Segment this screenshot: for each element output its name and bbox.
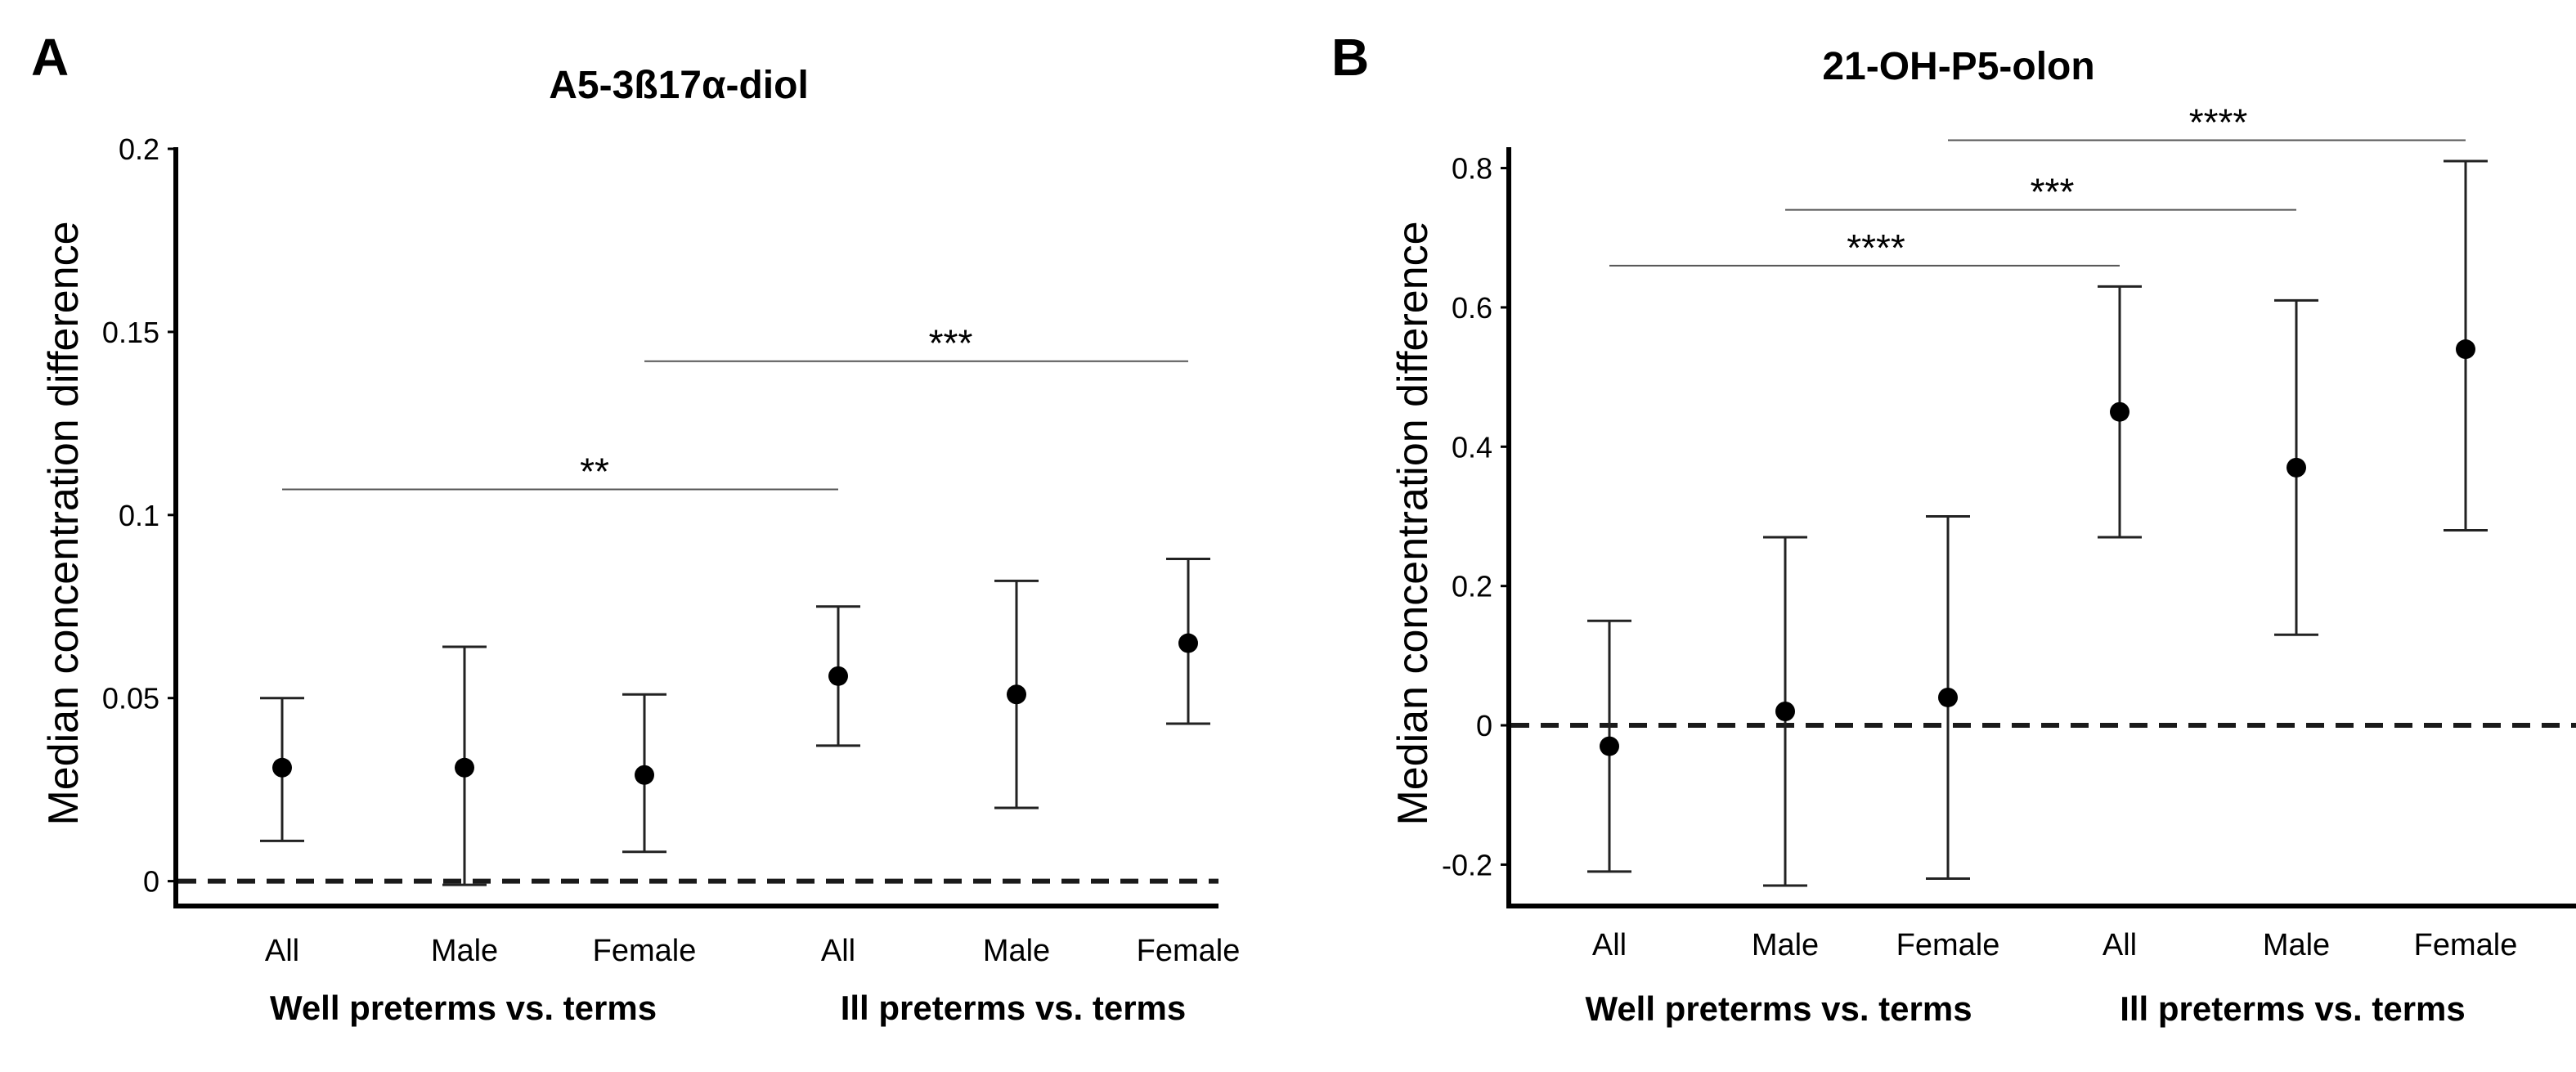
panel-b-significance-label: **** (2189, 101, 2248, 143)
panel-b-significance-label: *** (2031, 171, 2075, 213)
panel-a-x-tick-label: Female (1137, 934, 1241, 968)
panel-a: A A5-3ß17α-diol Median concentration dif… (31, 28, 1240, 1027)
panel-b-median-point (1600, 736, 1619, 756)
panel-a-y-tick-label: 0.2 (119, 132, 159, 166)
panel-b-y-tick-label: 0 (1476, 709, 1492, 742)
panel-a-significance-label: ** (580, 450, 609, 492)
panel-b-y-tick-label: 0.6 (1452, 291, 1492, 325)
panel-a-x-tick-label: All (821, 934, 855, 968)
panel-b-y-tick-label: 0.4 (1452, 430, 1492, 464)
panel-a-x-tick-label: All (265, 934, 299, 968)
panel-b-y-axis-label: Median concentration difference (1389, 221, 1437, 825)
panel-a-median-point (272, 757, 292, 778)
panel-b-significance-label: **** (1847, 227, 1905, 269)
panel-a-x-tick-label: Male (431, 934, 498, 968)
panel-a-y-tick-label: 0 (143, 865, 159, 899)
panel-a-title: A5-3ß17α-diol (549, 64, 809, 107)
panel-a-y-axis-label: Median concentration difference (40, 221, 88, 825)
panel-b-x-tick-label: Female (1896, 928, 2000, 962)
panel-b: B 21-OH-P5-olon Median concentration dif… (1331, 28, 2576, 1028)
panel-b-median-point (2110, 401, 2129, 422)
panel-a-y-tick-label: 0.1 (119, 499, 159, 532)
panel-b-x-tick-label: Male (1752, 928, 1819, 962)
panel-b-x-tick-label: Female (2414, 928, 2518, 962)
panel-a-y-tick-label: 0.05 (102, 682, 159, 715)
panel-a-significance-label: *** (929, 322, 973, 365)
panel-b-y-tick-label: -0.2 (1442, 848, 1492, 881)
panel-a-median-point (828, 666, 848, 686)
panel-b-y-tick-label: 0.8 (1452, 152, 1492, 186)
panel-a-median-point (1178, 633, 1198, 653)
panel-b-x-tick-label: All (1592, 928, 1627, 962)
panel-b-median-point (2287, 457, 2306, 478)
panel-b-x-tick-label: All (2103, 928, 2137, 962)
panel-a-letter: A (31, 28, 69, 87)
panel-b-y-tick-label: 0.2 (1452, 570, 1492, 603)
panel-a-median-point (635, 765, 654, 785)
panel-a-x-tick-label: Male (983, 934, 1050, 968)
panel-a-y-tick-label: 0.15 (102, 316, 159, 349)
panel-a-median-point (1007, 684, 1026, 705)
panel-a-group-label: Ill preterms vs. terms (841, 989, 1187, 1027)
panel-b-median-point (2456, 339, 2475, 360)
panel-b-x-tick-label: Male (2263, 928, 2330, 962)
panel-b-median-point (1775, 702, 1795, 721)
panel-b-title: 21-OH-P5-olon (1822, 45, 2094, 88)
panel-b-letter: B (1331, 28, 1369, 87)
panel-b-median-point (1938, 687, 1958, 707)
panel-a-x-tick-label: Female (593, 934, 697, 968)
panel-b-group-label: Well preterms vs. terms (1585, 989, 1972, 1028)
panel-a-group-label: Well preterms vs. terms (270, 989, 657, 1027)
panel-b-group-label: Ill preterms vs. terms (2120, 989, 2466, 1028)
panel-a-median-point (455, 757, 474, 778)
